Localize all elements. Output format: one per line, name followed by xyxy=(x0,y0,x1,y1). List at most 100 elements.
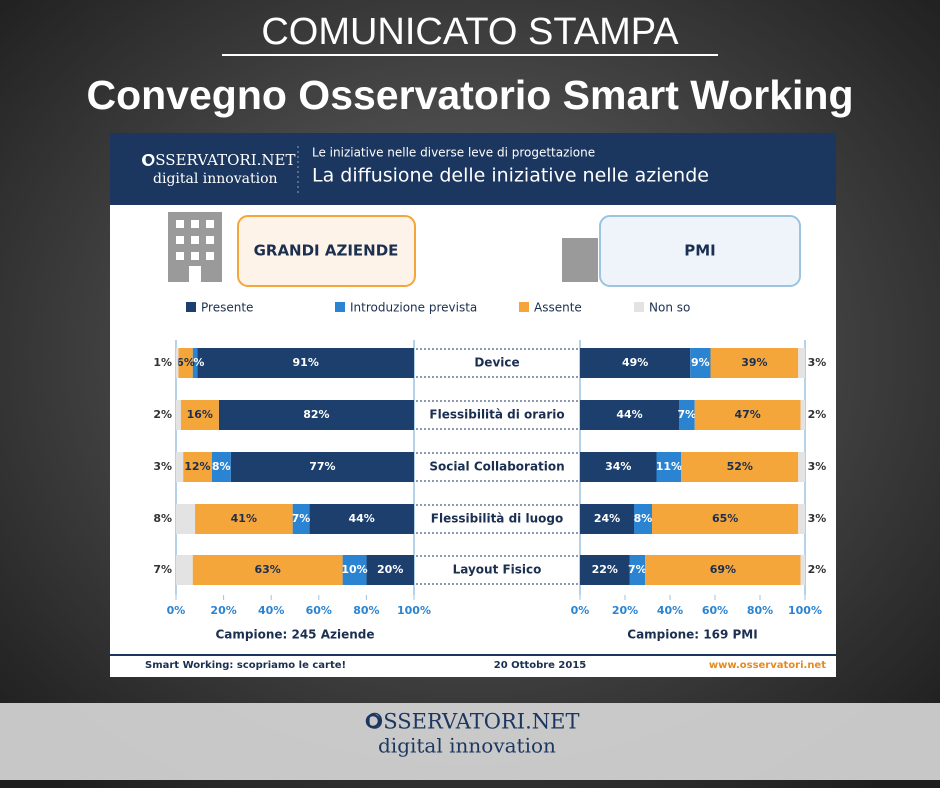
bar-segment xyxy=(309,504,414,534)
logo-tagline: digital innovation xyxy=(153,171,278,187)
bar-segment xyxy=(679,400,695,430)
bar-segment xyxy=(690,348,711,378)
category-label: Flessibilità di luogo xyxy=(431,512,563,526)
bottom-logo-tagline: digital innovation xyxy=(378,734,556,758)
x-tick-label: 40% xyxy=(258,604,284,617)
slide-subtitle: Le iniziative nelle diverse leve di prog… xyxy=(312,146,595,160)
value-label: 82% xyxy=(303,408,329,421)
value-label: 3% xyxy=(153,460,172,473)
value-label: 3% xyxy=(808,460,827,473)
value-label: 65% xyxy=(712,512,738,525)
bar-segment xyxy=(230,452,414,482)
slide-footer xyxy=(110,655,836,677)
bar-segment xyxy=(800,400,805,430)
logo-name: OSSERVATORI.NET xyxy=(143,151,296,169)
bar-segment xyxy=(176,452,184,482)
x-tick-label: 60% xyxy=(702,604,728,617)
value-label: 49% xyxy=(622,356,648,369)
x-tick-label: 80% xyxy=(353,604,379,617)
bar-segment xyxy=(580,400,679,430)
legend-label: Assente xyxy=(534,301,582,315)
bar-segment xyxy=(192,348,198,378)
value-label: 44% xyxy=(348,512,374,525)
value-label: 34% xyxy=(605,460,631,473)
value-label: 7% xyxy=(292,512,311,525)
bar-segment xyxy=(176,504,196,534)
value-label: 20% xyxy=(377,563,403,576)
category-bg xyxy=(440,559,555,581)
bar-segment xyxy=(292,504,310,534)
x-tick-label: 100% xyxy=(397,604,431,617)
bottom-logo-pin xyxy=(365,713,381,729)
x-tick-label: 80% xyxy=(747,604,773,617)
bar-segment xyxy=(176,400,181,430)
value-label: 63% xyxy=(254,563,280,576)
bar-segment xyxy=(195,504,293,534)
bar-segment xyxy=(798,348,805,378)
value-label: 2% xyxy=(808,563,827,576)
value-label: 2% xyxy=(808,408,827,421)
bar-segment xyxy=(180,400,219,430)
x-tick-label: 100% xyxy=(788,604,822,617)
footer-url: www.osservatori.net xyxy=(709,660,826,671)
x-tick-label: 0% xyxy=(167,604,186,617)
value-label: 8% xyxy=(634,512,653,525)
value-label: 1% xyxy=(153,356,172,369)
bar-segment xyxy=(681,452,799,482)
bar-segment xyxy=(798,504,805,534)
value-label: 47% xyxy=(734,408,760,421)
bar-segment xyxy=(211,452,231,482)
headline: Convegno Osservatorio Smart Working xyxy=(86,72,853,118)
bar-segment xyxy=(710,348,799,378)
category-bg xyxy=(440,404,555,426)
slide-title: La diffusione delle iniziative nelle azi… xyxy=(312,165,709,187)
legend-label: Non so xyxy=(649,301,690,315)
value-label: 39% xyxy=(741,356,767,369)
bar-segment xyxy=(176,555,193,585)
slide-header xyxy=(110,133,836,205)
panel-title: PMI xyxy=(684,242,716,260)
sample-note: Campione: 169 PMI xyxy=(627,628,757,642)
panel-title: GRANDI AZIENDE xyxy=(254,242,399,260)
value-label: 9% xyxy=(691,356,710,369)
bar-segment xyxy=(192,555,343,585)
bar-segment xyxy=(580,348,691,378)
bar-segment xyxy=(176,348,179,378)
category-label: Flessibilità di orario xyxy=(429,408,564,422)
value-label: 2% xyxy=(153,408,172,421)
value-label: 16% xyxy=(187,408,213,421)
bar-segment xyxy=(197,348,414,378)
bar-segment xyxy=(366,555,414,585)
value-label: 12% xyxy=(184,460,210,473)
bottom-band xyxy=(0,703,940,780)
bar-segment xyxy=(218,400,414,430)
value-label: 3% xyxy=(808,356,827,369)
category-bg xyxy=(440,456,555,478)
sample-note: Campione: 245 Aziende xyxy=(215,628,374,642)
category-label: Social Collaboration xyxy=(429,460,564,474)
value-label: 69% xyxy=(710,563,736,576)
value-label: 41% xyxy=(231,512,257,525)
legend-swatch xyxy=(335,302,345,312)
footer-date: 20 Ottobre 2015 xyxy=(494,660,587,671)
legend-label: Introduzione prevista xyxy=(350,301,477,315)
value-label: 24% xyxy=(594,512,620,525)
legend-label: Presente xyxy=(201,301,253,315)
value-label: 91% xyxy=(293,356,319,369)
value-label: 3% xyxy=(808,512,827,525)
value-label: 7% xyxy=(678,408,697,421)
logo-pin xyxy=(142,154,154,166)
value-label: 77% xyxy=(309,460,335,473)
bar-segment xyxy=(798,452,805,482)
bar-segment xyxy=(178,348,193,378)
x-tick-label: 20% xyxy=(210,604,236,617)
value-label: 8% xyxy=(153,512,172,525)
bar-segment xyxy=(645,555,801,585)
bar-segment xyxy=(580,452,657,482)
bar-segment xyxy=(580,555,630,585)
value-label: 7% xyxy=(628,563,647,576)
value-label: 7% xyxy=(153,563,172,576)
value-label: 22% xyxy=(592,563,618,576)
bar-segment xyxy=(656,452,682,482)
